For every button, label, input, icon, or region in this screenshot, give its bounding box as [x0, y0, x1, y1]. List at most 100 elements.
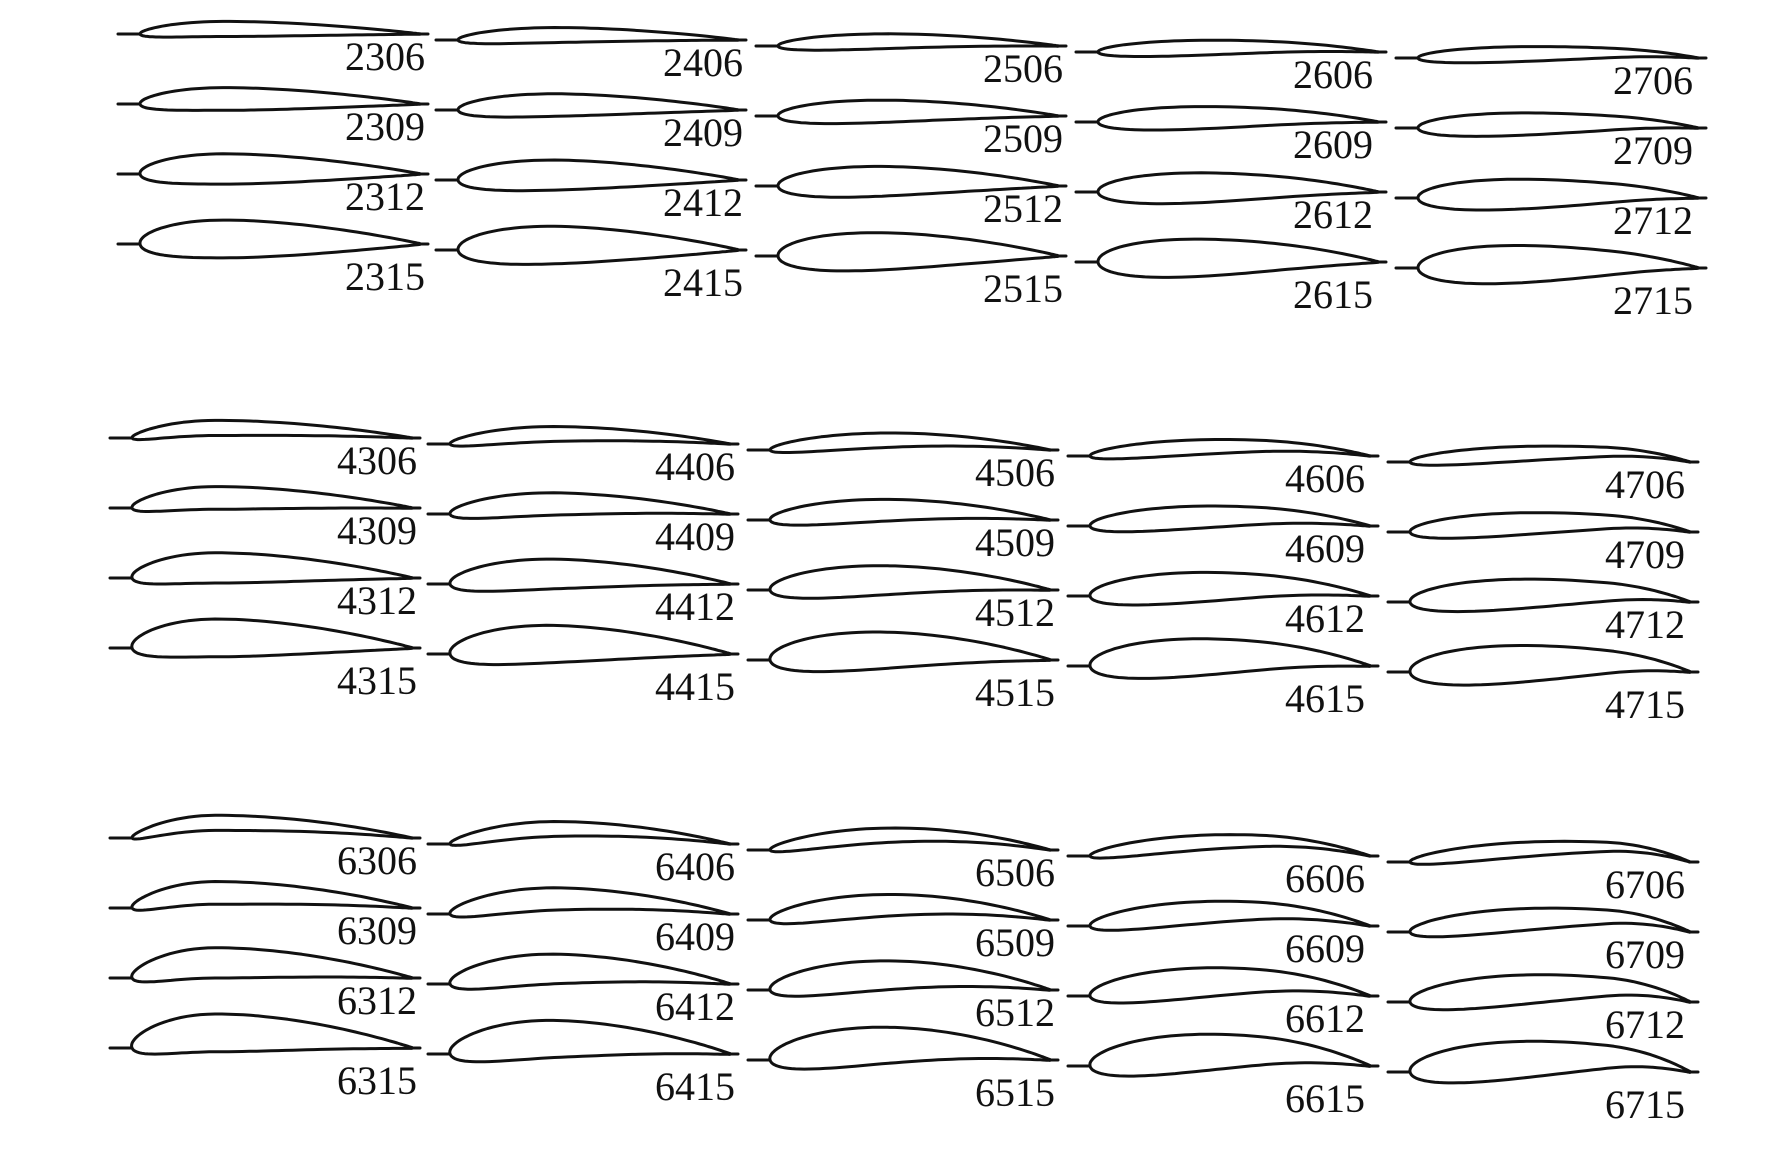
airfoil-6312: 6312	[108, 946, 422, 1023]
airfoil-6409: 6409	[426, 886, 740, 959]
airfoil-label: 6715	[1605, 1082, 1685, 1127]
airfoil-outline	[776, 164, 1060, 199]
airfoil-outline	[1416, 45, 1700, 65]
airfoil-label: 4515	[975, 670, 1055, 715]
airfoil-label: 6615	[1285, 1076, 1365, 1121]
airfoil-6406: 6406	[426, 820, 740, 889]
airfoil-4409: 4409	[426, 491, 740, 559]
airfoil-outline	[456, 92, 740, 119]
airfoil-label: 4506	[975, 450, 1055, 495]
airfoil-outline	[1408, 577, 1692, 614]
airfoil-outline	[448, 623, 732, 667]
airfoil-outline	[448, 557, 732, 593]
airfoil-outline	[138, 152, 422, 186]
airfoil-2506: 2506	[754, 32, 1068, 91]
airfoil-label: 4609	[1285, 526, 1365, 571]
airfoil-outline	[1088, 438, 1372, 461]
airfoil-label: 6512	[975, 990, 1055, 1035]
airfoil-4315: 4315	[108, 617, 422, 703]
airfoil-2409: 2409	[434, 92, 748, 155]
airfoil-4615: 4615	[1066, 637, 1380, 721]
airfoil-outline	[130, 485, 414, 513]
airfoil-label: 4709	[1605, 532, 1685, 577]
airfoil-2412: 2412	[434, 158, 748, 225]
airfoil-label: 6412	[655, 984, 735, 1029]
airfoil-6615: 6615	[1066, 1032, 1380, 1121]
airfoil-label: 2715	[1613, 278, 1693, 323]
airfoil-4709: 4709	[1386, 511, 1700, 577]
airfoil-outline	[1096, 38, 1380, 58]
airfoil-outline	[768, 893, 1052, 926]
airfoil-label: 2309	[345, 104, 425, 149]
airfoil-label: 4509	[975, 520, 1055, 565]
airfoil-outline	[448, 491, 732, 520]
airfoil-outline	[768, 1025, 1052, 1071]
airfoil-label: 2606	[1293, 52, 1373, 97]
airfoil-2709: 2709	[1394, 111, 1708, 173]
airfoil-label: 4415	[655, 664, 735, 709]
airfoil-outline	[448, 1018, 732, 1064]
airfoil-2415: 2415	[434, 224, 748, 305]
airfoil-label: 4406	[655, 444, 735, 489]
airfoil-6709: 6709	[1386, 906, 1700, 977]
airfoil-label: 6506	[975, 850, 1055, 895]
airfoil-outline	[138, 19, 422, 39]
airfoil-2315: 2315	[116, 218, 430, 299]
airfoil-4509: 4509	[746, 497, 1060, 565]
airfoil-label: 2506	[983, 46, 1063, 91]
airfoil-2312: 2312	[116, 152, 430, 219]
airfoil-outline	[1408, 511, 1692, 540]
airfoil-4609: 4609	[1066, 504, 1380, 571]
airfoil-label: 6315	[337, 1058, 417, 1103]
airfoil-4515: 4515	[746, 630, 1060, 715]
airfoil-outline	[1088, 504, 1372, 534]
airfoil-label: 6509	[975, 920, 1055, 965]
airfoil-label: 2415	[663, 260, 743, 305]
airfoil-label: 4306	[337, 438, 417, 483]
airfoil-outline	[1088, 966, 1372, 1005]
airfoil-label: 4706	[1605, 462, 1685, 507]
airfoil-label: 6306	[337, 838, 417, 883]
airfoil-4612: 4612	[1066, 570, 1380, 641]
airfoil-outline	[1408, 973, 1692, 1012]
airfoil-outline	[130, 418, 414, 442]
airfoil-outline	[448, 820, 732, 847]
airfoil-label: 2512	[983, 186, 1063, 231]
airfoil-6412: 6412	[426, 952, 740, 1029]
airfoil-outline	[1096, 105, 1380, 132]
airfoil-label: 2515	[983, 266, 1063, 311]
airfoil-4506: 4506	[746, 431, 1060, 495]
airfoil-label: 6312	[337, 978, 417, 1023]
airfoil-6509: 6509	[746, 893, 1060, 965]
airfoil-label: 2509	[983, 116, 1063, 161]
airfoil-label: 6406	[655, 844, 735, 889]
airfoil-outline	[448, 952, 732, 991]
airfoil-2515: 2515	[754, 231, 1068, 311]
airfoil-label: 2615	[1293, 272, 1373, 317]
airfoil-label: 4612	[1285, 596, 1365, 641]
airfoil-2309: 2309	[116, 86, 430, 149]
airfoil-4406: 4406	[426, 425, 740, 489]
airfoil-4712: 4712	[1386, 577, 1700, 647]
airfoil-label: 6706	[1605, 862, 1685, 907]
airfoil-outline	[776, 32, 1060, 52]
airfoil-outline	[1088, 899, 1372, 932]
airfoil-label: 6309	[337, 908, 417, 953]
airfoil-label: 6709	[1605, 932, 1685, 977]
airfoil-outline	[456, 224, 740, 266]
airfoil-4415: 4415	[426, 623, 740, 709]
airfoil-label: 6606	[1285, 856, 1365, 901]
airfoil-6306: 6306	[108, 813, 422, 883]
airfoil-2612: 2612	[1074, 171, 1388, 237]
airfoil-outline	[768, 564, 1052, 600]
airfoil-4606: 4606	[1066, 438, 1380, 501]
airfoil-label: 2712	[1613, 198, 1693, 243]
airfoil-6515: 6515	[746, 1025, 1060, 1115]
airfoil-outline	[1088, 637, 1372, 680]
airfoil-outline	[1096, 171, 1380, 206]
airfoil-outline	[768, 497, 1052, 527]
airfoil-label: 2312	[345, 174, 425, 219]
airfoil-2609: 2609	[1074, 105, 1388, 167]
airfoil-2406: 2406	[434, 26, 748, 85]
